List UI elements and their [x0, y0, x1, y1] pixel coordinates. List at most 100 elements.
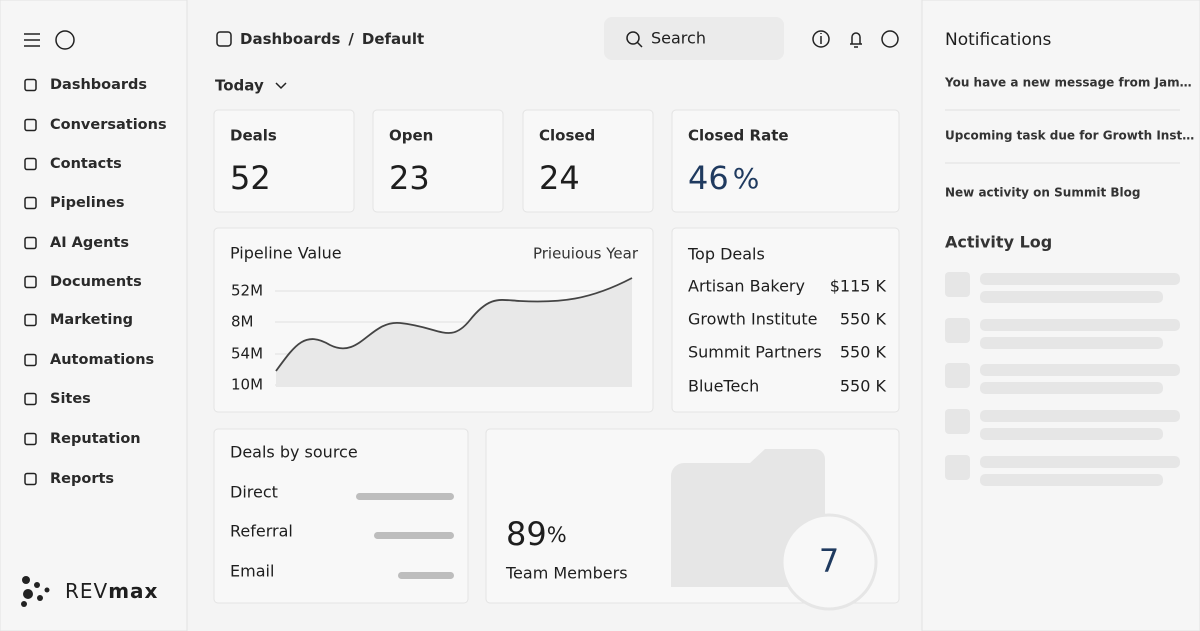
- nav-icon: [24, 275, 37, 289]
- breadcrumb[interactable]: Dashboards / Default: [240, 30, 424, 48]
- period-select[interactable]: Today: [215, 77, 264, 95]
- skeleton-icon: [945, 455, 970, 480]
- team-count: 7: [819, 542, 839, 580]
- axis-label: 8M: [231, 313, 254, 331]
- stat-number: 23: [389, 159, 430, 197]
- source-bar: [374, 532, 454, 539]
- deal-name[interactable]: Growth Institute: [688, 310, 817, 329]
- stat-value: 46%: [688, 159, 759, 197]
- nav: Dashboards Conversations Contacts Pipelines…: [24, 77, 167, 487]
- info-icon[interactable]: [812, 30, 830, 48]
- axis-label: 54M: [231, 345, 263, 363]
- source-name: Email: [230, 562, 274, 581]
- nav-icon: [24, 472, 37, 486]
- nav-icon: [24, 353, 37, 367]
- nav-item[interactable]: Contacts: [50, 156, 122, 172]
- stat-number: 24: [539, 159, 580, 197]
- deal-value: 550 K: [840, 310, 887, 329]
- team-label: Team Members: [505, 564, 628, 583]
- deal-value: 550 K: [840, 343, 887, 362]
- chevron[interactable]: [275, 82, 287, 90]
- notification[interactable]: You have a new message from Jam…: [944, 76, 1192, 90]
- nav-icon: [24, 392, 37, 406]
- nav-icon: [24, 157, 37, 171]
- stat-card: [372, 109, 504, 213]
- top-deals-title: Top Deals: [687, 245, 765, 264]
- deal-name[interactable]: Artisan Bakery: [688, 277, 805, 296]
- stat-label: Closed Rate: [688, 127, 789, 145]
- nav-icon: [24, 118, 37, 132]
- skeleton-icon: [945, 272, 970, 297]
- nav-icon: [24, 432, 37, 446]
- skeleton-line: [980, 428, 1163, 440]
- nav-item[interactable]: Reports: [50, 471, 114, 487]
- axis-label: 10M: [231, 376, 263, 394]
- nav-item[interactable]: Reputation: [50, 431, 141, 447]
- activity-skeleton: [945, 272, 1180, 486]
- stat-card: [522, 109, 654, 213]
- crumb[interactable]: Dashboards: [240, 30, 340, 48]
- notification[interactable]: Upcoming task due for Growth Inst…: [945, 129, 1194, 143]
- skeleton-line: [980, 337, 1163, 349]
- nav-icon: [24, 78, 37, 92]
- activity-title: Activity Log: [945, 233, 1052, 252]
- sidebar: [0, 0, 188, 631]
- team-value: 89: [506, 515, 547, 553]
- pipeline-toggle[interactable]: Prieuious Year: [533, 245, 639, 263]
- nav-item[interactable]: Conversations: [50, 117, 167, 133]
- brand-bold: max: [108, 579, 158, 603]
- line: [275, 277, 633, 372]
- stat-label: Closed: [539, 127, 595, 145]
- count-ring: [780, 513, 878, 611]
- skeleton-line: [980, 273, 1180, 285]
- stat-label: Deals: [230, 127, 277, 145]
- nav-item[interactable]: Sites: [50, 391, 91, 407]
- source-rows: Direct Referral Email: [230, 483, 454, 581]
- nav-item[interactable]: Automations: [50, 352, 154, 368]
- stat-value: 52: [230, 159, 271, 197]
- nav-item[interactable]: Documents: [50, 274, 142, 290]
- deal-value: $115 K: [830, 277, 887, 296]
- nav-item[interactable]: Marketing: [50, 312, 133, 328]
- deal-name[interactable]: BlueTech: [688, 377, 759, 396]
- stat-value: 23: [389, 159, 430, 197]
- nav-item[interactable]: AI Agents: [50, 235, 129, 251]
- crumb[interactable]: Default: [362, 30, 424, 48]
- nav-icon: [24, 196, 37, 210]
- stat-number: 52: [230, 159, 271, 197]
- menu-icon[interactable]: [24, 33, 40, 47]
- stat-number: 46: [688, 159, 729, 197]
- stat-card: [671, 109, 900, 213]
- nav-item[interactable]: Pipelines: [50, 195, 125, 211]
- source-bar: [398, 572, 454, 579]
- team-rate: 89%: [506, 515, 567, 553]
- search-icon: [626, 31, 643, 48]
- deal-name[interactable]: Summit Partners: [688, 343, 822, 362]
- svg-text:REVmax: REVmax: [65, 579, 158, 603]
- notifications: You have a new message from Jam… Upcoming…: [944, 76, 1194, 200]
- bell-icon[interactable]: [850, 32, 862, 48]
- stat-card: [213, 109, 355, 213]
- profile-icon[interactable]: [881, 30, 899, 48]
- deal-value: 550 K: [840, 377, 887, 396]
- search-placeholder: Search: [651, 29, 706, 48]
- top-deals: Artisan Bakery $115 K Growth Institute 550 …: [688, 277, 887, 396]
- stats: Deals 52 Open 23 Closed 24 Closed Rate 46%: [213, 109, 900, 213]
- team-unit: %: [547, 523, 567, 547]
- skeleton-line: [980, 456, 1180, 468]
- nav-icon: [24, 313, 37, 327]
- skeleton-icon: [945, 318, 970, 343]
- top-deals-card: [671, 227, 900, 413]
- nav-item[interactable]: Dashboards: [50, 77, 147, 93]
- stat-label: Open: [389, 127, 433, 145]
- source-bar: [356, 493, 454, 500]
- avatar-icon[interactable]: [55, 30, 75, 50]
- stat-value: 24: [539, 159, 580, 197]
- notification[interactable]: New activity on Summit Blog: [945, 186, 1140, 200]
- axis-label: 52M: [231, 282, 263, 300]
- logo: REVmax: [21, 576, 158, 607]
- source-title: Deals by source: [230, 443, 358, 462]
- source-card: [213, 428, 469, 604]
- source-name: Direct: [230, 483, 278, 502]
- search-box[interactable]: [604, 17, 784, 60]
